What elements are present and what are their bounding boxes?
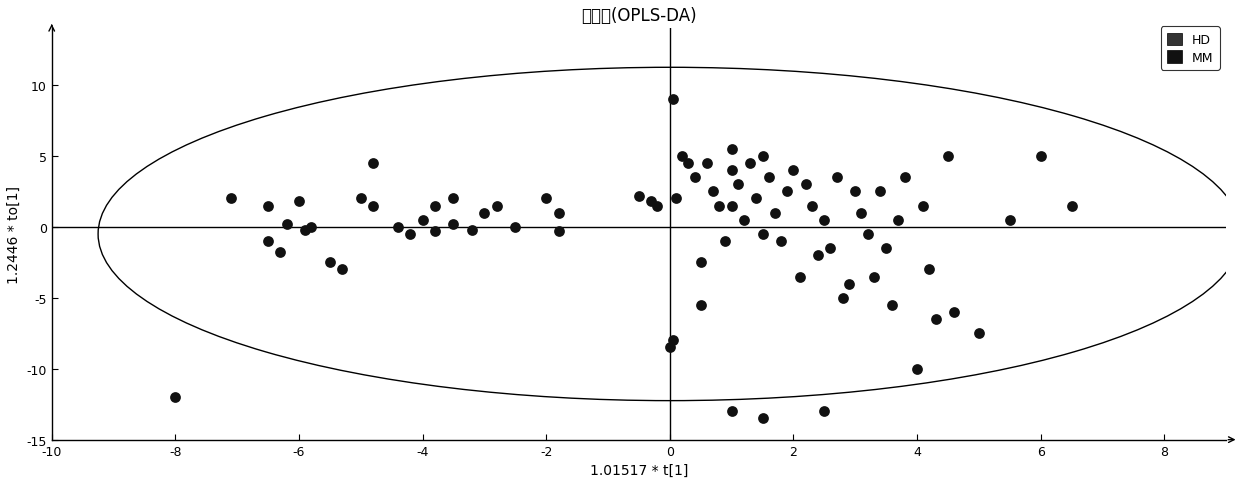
Title: 外周血(OPLS-DA): 外周血(OPLS-DA) bbox=[582, 7, 697, 25]
Point bbox=[821, 245, 841, 253]
Point bbox=[351, 195, 371, 203]
Point bbox=[759, 174, 779, 182]
Point bbox=[999, 216, 1019, 224]
Point bbox=[864, 273, 884, 281]
Point bbox=[937, 153, 957, 161]
Point bbox=[691, 302, 711, 309]
Point bbox=[629, 192, 649, 200]
Point bbox=[728, 181, 748, 189]
Point bbox=[663, 337, 683, 345]
Point bbox=[684, 174, 704, 182]
Point bbox=[463, 227, 482, 234]
Point bbox=[722, 202, 742, 210]
Point bbox=[815, 408, 835, 415]
Point bbox=[678, 160, 698, 167]
Point bbox=[815, 216, 835, 224]
Point bbox=[968, 330, 988, 337]
Point bbox=[691, 259, 711, 267]
Point bbox=[363, 160, 383, 167]
Point bbox=[295, 227, 315, 234]
Point bbox=[709, 202, 729, 210]
Point bbox=[790, 273, 810, 281]
Point bbox=[870, 188, 890, 196]
Point bbox=[802, 202, 822, 210]
Point bbox=[877, 245, 897, 253]
Point bbox=[858, 230, 878, 238]
Point bbox=[672, 153, 692, 161]
Point bbox=[1061, 202, 1081, 210]
Point bbox=[852, 210, 872, 217]
Point bbox=[663, 96, 683, 104]
Point bbox=[258, 202, 278, 210]
Point bbox=[221, 195, 241, 203]
Point bbox=[363, 202, 383, 210]
Point bbox=[777, 188, 797, 196]
Point bbox=[1030, 153, 1050, 161]
Point bbox=[895, 174, 915, 182]
Point bbox=[784, 167, 804, 175]
Point bbox=[401, 230, 420, 238]
Point bbox=[647, 202, 667, 210]
Point bbox=[753, 230, 773, 238]
Point bbox=[846, 188, 866, 196]
Point bbox=[444, 195, 464, 203]
Point bbox=[548, 210, 568, 217]
Point bbox=[258, 238, 278, 245]
X-axis label: 1.01517 * t[1]: 1.01517 * t[1] bbox=[590, 463, 688, 477]
Point bbox=[920, 266, 940, 274]
Point bbox=[771, 238, 791, 245]
Point bbox=[548, 228, 568, 236]
Point bbox=[883, 302, 903, 309]
Point bbox=[536, 195, 556, 203]
Point bbox=[833, 294, 853, 302]
Legend: HD, MM: HD, MM bbox=[1161, 27, 1220, 71]
Point bbox=[740, 160, 760, 167]
Point bbox=[722, 146, 742, 153]
Point bbox=[444, 221, 464, 228]
Point bbox=[388, 224, 408, 231]
Point bbox=[753, 153, 773, 161]
Point bbox=[277, 221, 296, 228]
Point bbox=[722, 167, 742, 175]
Point bbox=[320, 259, 340, 267]
Point bbox=[641, 198, 661, 206]
Point bbox=[734, 216, 754, 224]
Point bbox=[270, 249, 290, 257]
Point bbox=[827, 174, 847, 182]
Point bbox=[889, 216, 909, 224]
Point bbox=[914, 202, 934, 210]
Y-axis label: 1.2446 * to[1]: 1.2446 * to[1] bbox=[7, 185, 21, 283]
Point bbox=[908, 365, 928, 373]
Point bbox=[765, 210, 785, 217]
Point bbox=[487, 202, 507, 210]
Point bbox=[660, 344, 680, 351]
Point bbox=[425, 228, 445, 236]
Point bbox=[289, 198, 309, 206]
Point bbox=[475, 210, 495, 217]
Point bbox=[165, 393, 185, 401]
Point bbox=[506, 224, 526, 231]
Point bbox=[715, 238, 735, 245]
Point bbox=[301, 224, 321, 231]
Point bbox=[808, 252, 828, 259]
Point bbox=[666, 195, 686, 203]
Point bbox=[944, 308, 963, 316]
Point bbox=[425, 202, 445, 210]
Point bbox=[332, 266, 352, 274]
Point bbox=[753, 415, 773, 423]
Point bbox=[703, 188, 723, 196]
Point bbox=[746, 195, 766, 203]
Point bbox=[925, 316, 945, 323]
Point bbox=[839, 280, 859, 288]
Point bbox=[722, 408, 742, 415]
Point bbox=[697, 160, 717, 167]
Point bbox=[413, 216, 433, 224]
Point bbox=[796, 181, 816, 189]
